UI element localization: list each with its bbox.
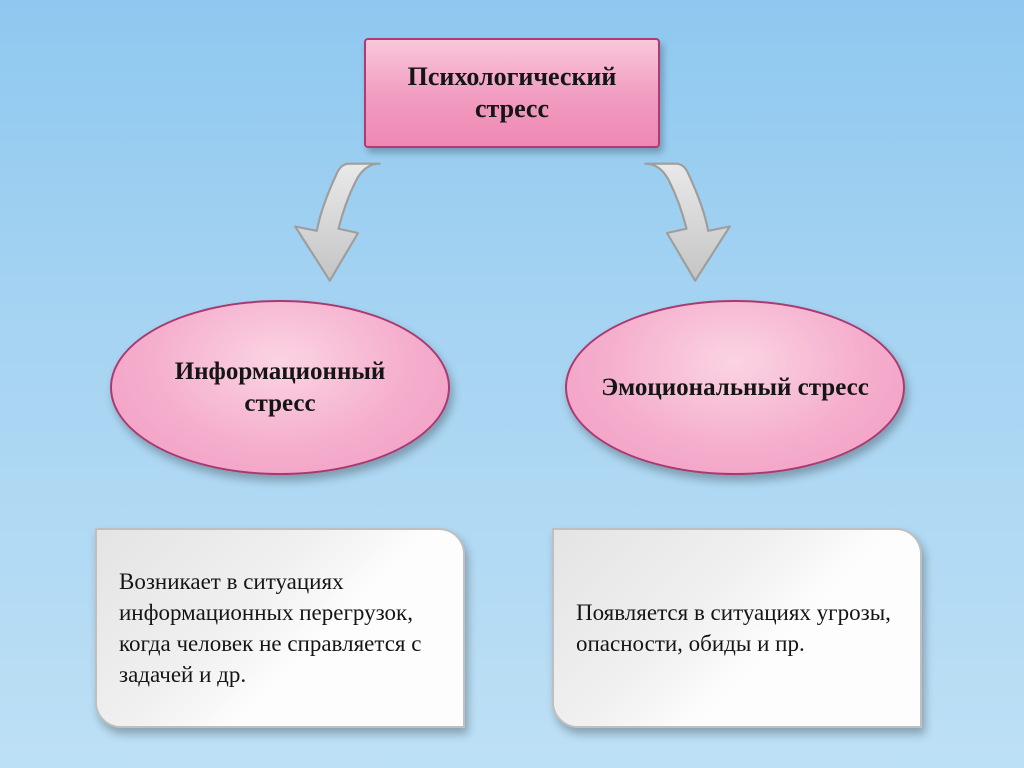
branch-info-desc: Возникает в ситуациях информационных пер… (95, 528, 465, 728)
arrow-right (625, 155, 735, 285)
branch-info-label: Информационный стресс (142, 356, 418, 419)
branch-emotional-label: Эмоциональный стресс (601, 372, 869, 403)
arrow-left (290, 155, 400, 285)
branch-emotional-node: Эмоциональный стресс (565, 300, 905, 475)
root-label: Психологический стресс (376, 61, 648, 126)
branch-emotional-desc: Появляется в ситуациях угрозы, опасности… (552, 528, 922, 728)
branch-info-node: Информационный стресс (110, 300, 450, 475)
branch-emotional-desc-text: Появляется в ситуациях угрозы, опасности… (576, 597, 898, 659)
branch-info-desc-text: Возникает в ситуациях информационных пер… (119, 566, 441, 690)
root-node: Психологический стресс (364, 38, 660, 148)
